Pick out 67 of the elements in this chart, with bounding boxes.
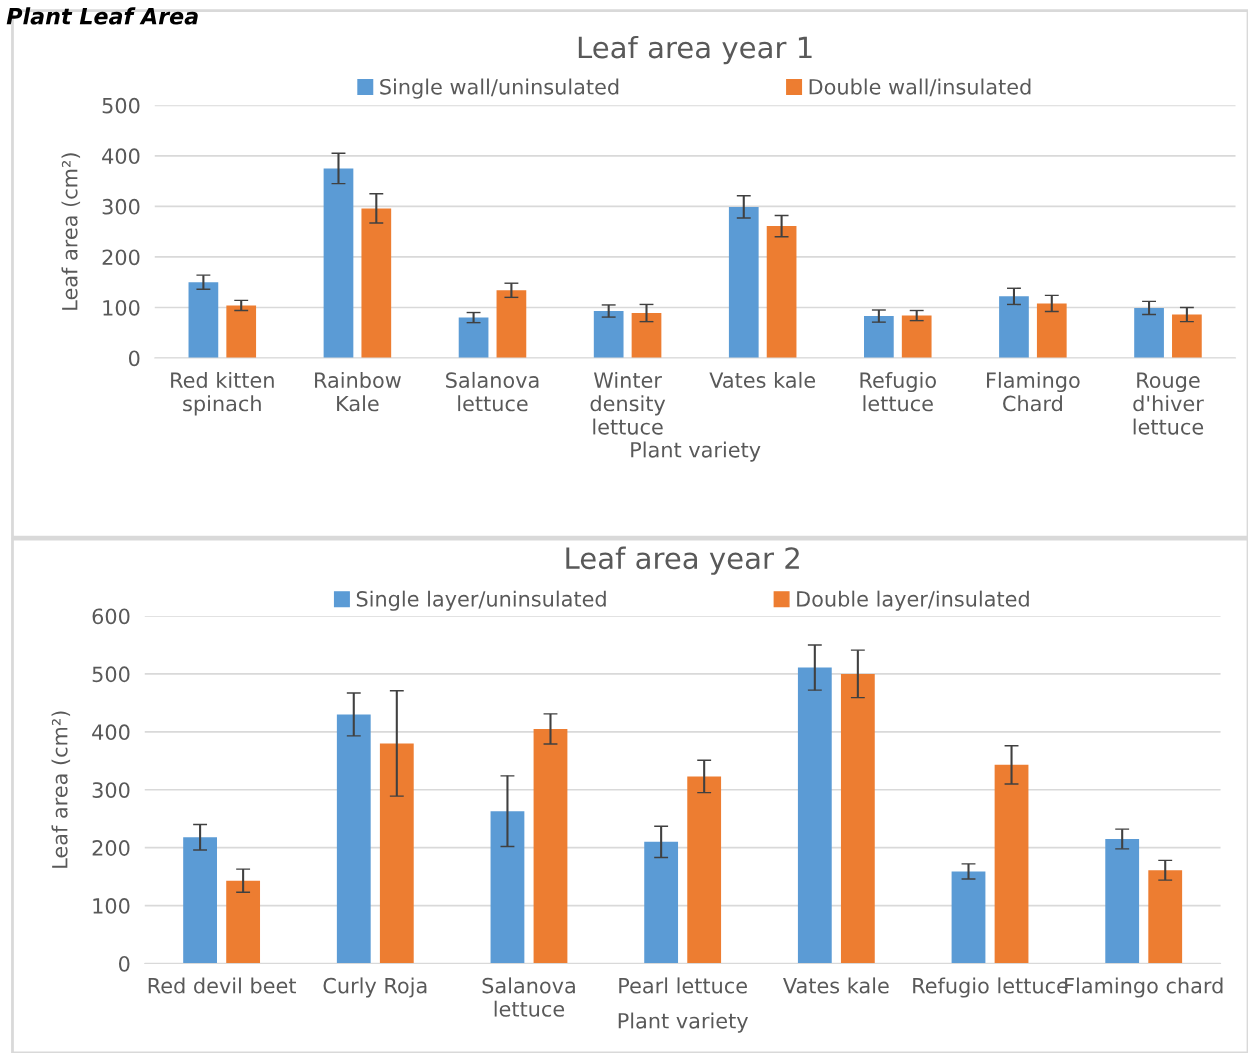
text: Plant Leaf Area bbox=[6, 7, 198, 25]
x-tick-label: Vates kale bbox=[709, 371, 816, 389]
bar bbox=[999, 296, 1029, 359]
bar bbox=[361, 208, 392, 359]
bar bbox=[766, 226, 797, 359]
y-tick-label: 500 bbox=[92, 666, 130, 683]
bar bbox=[797, 667, 832, 964]
chart-title: Leaf area year 1 bbox=[578, 35, 812, 65]
x-axis-title: Plant variety bbox=[618, 1012, 748, 1033]
x-tick-label: Salanova lettuce bbox=[482, 977, 575, 1017]
bar bbox=[533, 728, 568, 964]
y-tick-label: 400 bbox=[102, 148, 140, 165]
bar bbox=[840, 673, 875, 964]
bar bbox=[458, 317, 489, 359]
x-tick-label: Rainbow Kale bbox=[315, 371, 401, 412]
x-tick-label: Red devil beet bbox=[148, 977, 296, 994]
bar bbox=[323, 168, 354, 359]
x-tick-label: Winter density lettuce bbox=[590, 371, 666, 435]
bar bbox=[728, 206, 759, 359]
y-tick-label: 100 bbox=[93, 898, 130, 914]
bar bbox=[226, 880, 261, 964]
legend-label: Double layer/insulated bbox=[797, 590, 1029, 611]
bar bbox=[644, 841, 679, 964]
y-tick-label: 600 bbox=[92, 608, 130, 625]
bar bbox=[631, 313, 662, 359]
bar bbox=[188, 282, 219, 359]
legend-label: Double wall/insulated bbox=[809, 78, 1031, 97]
bar bbox=[1172, 314, 1202, 359]
x-tick-label: Red kitten spinach bbox=[171, 371, 274, 416]
bar bbox=[901, 315, 932, 359]
x-tick-label: Flamingo Chard bbox=[987, 371, 1080, 412]
y-axis-title: Leaf area (cm²) bbox=[61, 153, 81, 310]
bar bbox=[1105, 838, 1140, 964]
y-tick-label: 100 bbox=[103, 299, 140, 316]
bar bbox=[226, 305, 257, 359]
bar bbox=[951, 871, 986, 964]
x-tick-label: Salanova lettuce bbox=[446, 371, 539, 412]
bar bbox=[496, 290, 527, 359]
bar bbox=[864, 316, 894, 359]
bar bbox=[379, 743, 414, 964]
y-tick-label: 500 bbox=[102, 97, 140, 114]
bar bbox=[994, 764, 1029, 964]
y-tick-label: 200 bbox=[92, 840, 130, 856]
x-tick-label: Rouge d'hiver lettuce bbox=[1133, 372, 1204, 435]
bar bbox=[1134, 307, 1164, 359]
bar bbox=[336, 714, 371, 964]
x-tick-label: Pearl lettuce bbox=[619, 977, 747, 994]
chart-title: Leaf area year 2 bbox=[566, 546, 799, 575]
x-tick-label: Curly Roja bbox=[323, 977, 427, 998]
x-tick-label: Refugio lettuce bbox=[860, 371, 936, 412]
legend-label: Single layer/uninsulated bbox=[356, 590, 606, 611]
legend-label: Single wall/uninsulated bbox=[380, 78, 619, 99]
bar bbox=[593, 311, 624, 359]
x-axis-title: Plant variety bbox=[631, 441, 761, 462]
bar bbox=[1148, 870, 1183, 964]
y-tick-label: 300 bbox=[102, 198, 140, 215]
y-tick-label: 0 bbox=[119, 955, 130, 972]
y-axis-title: Leaf area (cm²) bbox=[51, 711, 71, 868]
y-tick-label: 300 bbox=[92, 782, 130, 798]
y-tick-label: 400 bbox=[92, 724, 130, 741]
bar bbox=[687, 776, 722, 964]
x-tick-label: Vates kale bbox=[783, 977, 889, 994]
bar bbox=[183, 837, 217, 964]
y-tick-label: 200 bbox=[102, 249, 140, 266]
bar bbox=[490, 811, 525, 964]
y-tick-label: 0 bbox=[128, 350, 140, 367]
bar bbox=[1036, 303, 1067, 359]
